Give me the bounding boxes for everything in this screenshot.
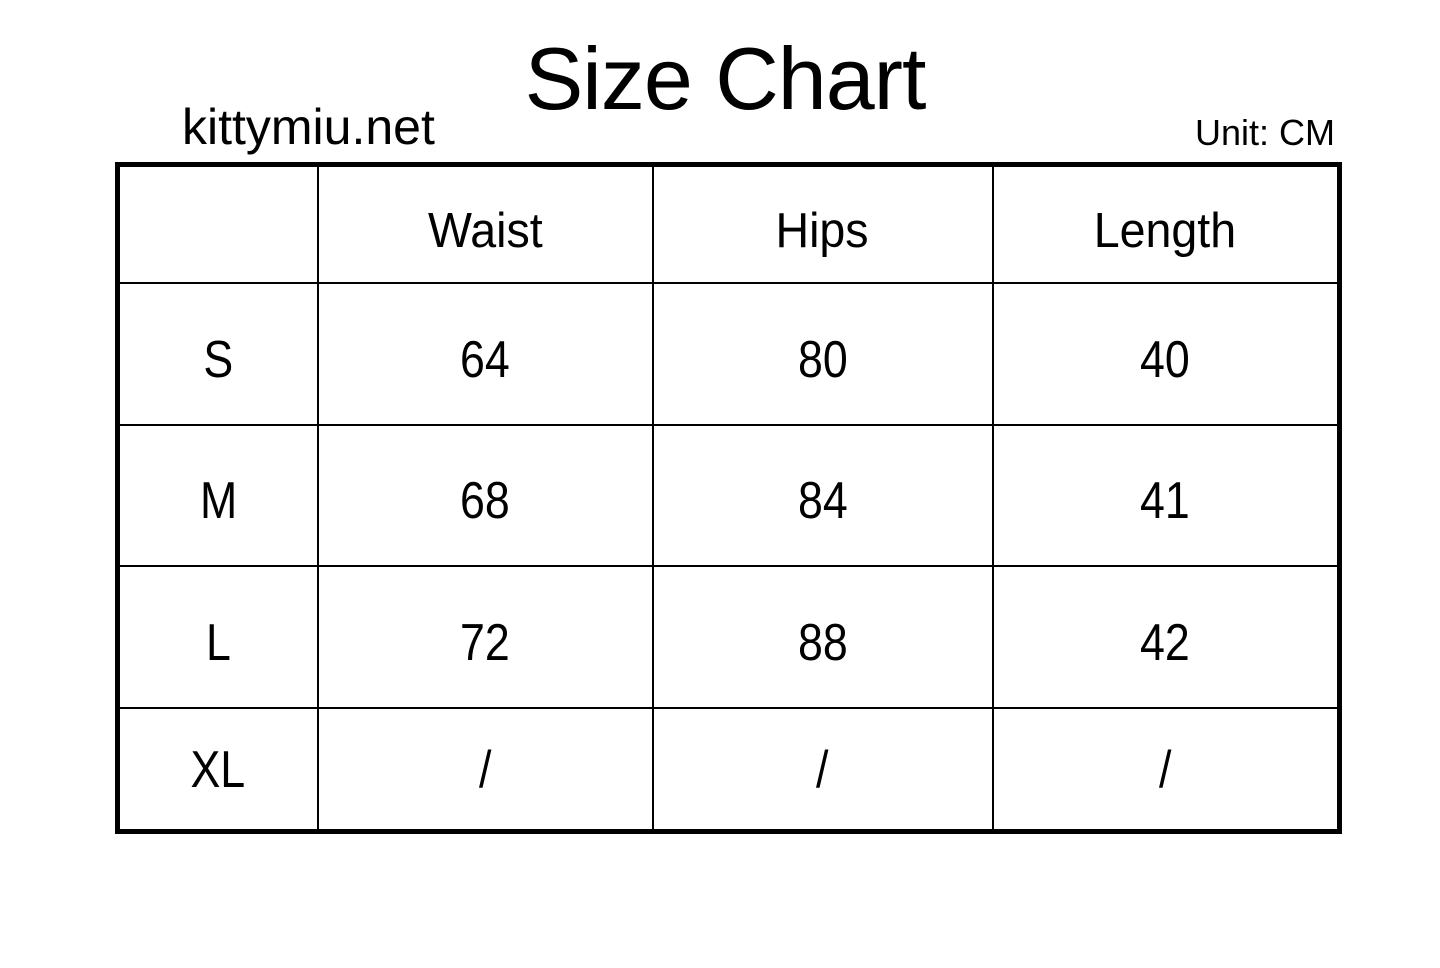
column-header-length: Length — [991, 163, 1341, 284]
cell-s-length-value: 40 — [1140, 330, 1191, 389]
cell-m-waist-value: 68 — [460, 472, 510, 530]
cell-l-hips-value: 88 — [797, 613, 848, 672]
cell-xl-length-value: / — [1159, 740, 1172, 799]
cell-m-hips: 84 — [651, 423, 994, 567]
cell-l-length: 42 — [991, 564, 1341, 709]
cell-l-length-value: 42 — [1140, 613, 1191, 672]
size-label-l: L — [116, 564, 319, 709]
cell-xl-length: / — [991, 706, 1341, 833]
cell-xl-waist: / — [316, 706, 654, 833]
cell-xl-hips: / — [651, 706, 994, 833]
cell-l-hips: 88 — [651, 564, 994, 709]
corner-cell — [116, 163, 319, 284]
size-label-xl: XL — [116, 706, 319, 833]
size-label-s-text: S — [203, 330, 234, 389]
cell-s-waist-value: 64 — [460, 330, 510, 389]
size-label-m-text: M — [199, 472, 237, 530]
column-header-hips-label: Hips — [775, 203, 870, 258]
cell-xl-waist-value: / — [478, 740, 492, 799]
cell-l-waist-value: 72 — [460, 613, 510, 672]
size-label-l-text: L — [205, 613, 231, 672]
page-title: Size Chart — [524, 29, 927, 128]
cell-m-length: 41 — [991, 423, 1341, 567]
column-header-waist: Waist — [316, 163, 654, 284]
table-row-xl: XL / / / — [116, 706, 1341, 833]
size-label-xl-text: XL — [190, 740, 246, 799]
table-row-m: M 68 84 41 — [116, 423, 1341, 567]
size-label-m: M — [116, 423, 319, 567]
column-header-length-label: Length — [1094, 203, 1237, 258]
site-url: kittymiu.net — [182, 99, 435, 155]
unit-label: Unit: CM — [1194, 112, 1335, 153]
cell-xl-hips-value: / — [816, 740, 829, 799]
column-header-hips: Hips — [651, 163, 994, 284]
cell-l-waist: 72 — [316, 564, 654, 709]
size-label-s: S — [116, 281, 319, 426]
table-row-s: S 64 80 40 — [116, 281, 1341, 426]
column-header-waist-label: Waist — [427, 203, 543, 258]
size-table: Waist Hips Length S 64 80 — [115, 162, 1342, 834]
cell-m-hips-value: 84 — [797, 472, 848, 530]
cell-m-length-value: 41 — [1140, 472, 1191, 530]
cell-s-waist: 64 — [316, 281, 654, 426]
cell-s-hips: 80 — [651, 281, 994, 426]
table-row-l: L 72 88 42 — [116, 564, 1341, 709]
cell-m-waist: 68 — [316, 423, 654, 567]
header-row: Waist Hips Length — [116, 163, 1341, 284]
cell-s-length: 40 — [991, 281, 1341, 426]
cell-s-hips-value: 80 — [797, 330, 848, 389]
